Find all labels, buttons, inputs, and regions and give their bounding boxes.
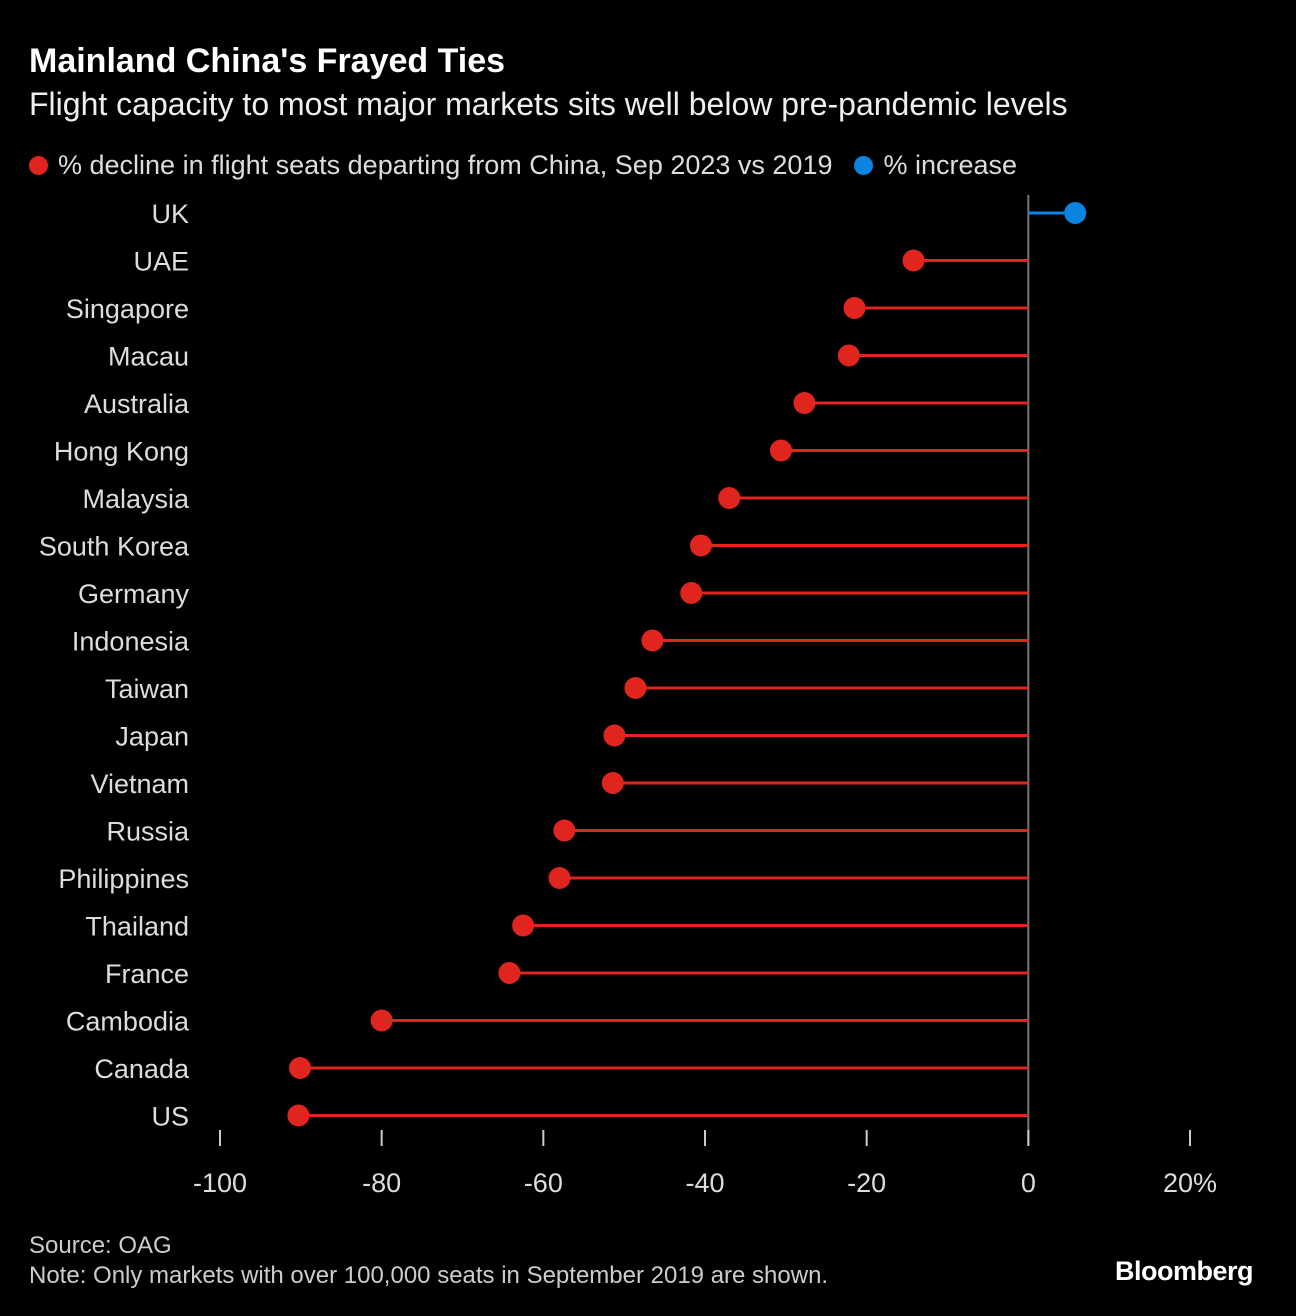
data-point (769, 439, 792, 462)
category-label: UAE (133, 247, 189, 277)
data-point (689, 534, 712, 557)
data-point (641, 629, 664, 652)
category-label: Japan (115, 722, 189, 752)
data-point (793, 392, 816, 414)
data-point (680, 582, 703, 604)
category-label: Russia (106, 817, 190, 847)
category-label: Canada (94, 1054, 190, 1084)
data-point (512, 914, 535, 937)
x-tick-label: -80 (362, 1168, 401, 1198)
category-label: US (151, 1102, 189, 1132)
category-label: Australia (84, 389, 190, 419)
category-label: Germany (78, 579, 190, 609)
x-tick-label: 0 (1021, 1168, 1036, 1198)
legend: % decline in flight seats departing from… (29, 150, 1039, 181)
x-tick-label: -100 (193, 1168, 247, 1198)
legend-label: % increase (883, 150, 1018, 180)
category-label: Indonesia (72, 627, 190, 657)
x-tick-label: -20 (847, 1168, 886, 1198)
data-point (498, 962, 521, 984)
data-point (370, 1009, 393, 1032)
legend-item-decline: % decline in flight seats departing from… (29, 150, 832, 181)
x-tick-label: -60 (524, 1168, 563, 1198)
category-label: UK (151, 199, 189, 229)
x-tick-label: -40 (685, 1168, 724, 1198)
category-label: Hong Kong (54, 437, 189, 467)
category-label: Thailand (85, 912, 189, 942)
source-note: Source: OAG (29, 1232, 172, 1259)
legend-dot-blue (854, 156, 874, 175)
legend-label: % decline in flight seats departing from… (58, 150, 833, 180)
data-point (1064, 202, 1087, 224)
data-point (603, 724, 626, 747)
data-point (837, 344, 860, 367)
data-point (718, 487, 741, 509)
legend-dot-red (29, 156, 48, 175)
category-label: Malaysia (82, 484, 190, 514)
data-point (902, 249, 925, 272)
data-point (553, 819, 576, 842)
category-label: Vietnam (90, 769, 189, 799)
category-label: South Korea (39, 532, 190, 562)
bloomberg-logo: Bloomberg (1115, 1256, 1254, 1286)
category-label: Philippines (58, 864, 189, 894)
data-point (843, 297, 866, 319)
x-tick-label: 20% (1163, 1168, 1217, 1198)
footnote: Note: Only markets with over 100,000 sea… (29, 1262, 829, 1289)
category-label: France (105, 959, 189, 989)
category-label: Singapore (66, 294, 189, 324)
data-point (287, 1104, 310, 1127)
legend-item-increase: % increase (854, 150, 1017, 181)
data-point (601, 772, 624, 794)
data-point (289, 1057, 312, 1079)
data-point (548, 867, 571, 889)
chart-subtitle: Flight capacity to most major markets si… (29, 86, 1068, 122)
category-label: Macau (108, 342, 189, 372)
chart-title: Mainland China's Frayed Ties (29, 42, 506, 80)
category-label: Cambodia (66, 1007, 190, 1037)
data-point (624, 677, 647, 699)
category-label: Taiwan (105, 674, 189, 704)
